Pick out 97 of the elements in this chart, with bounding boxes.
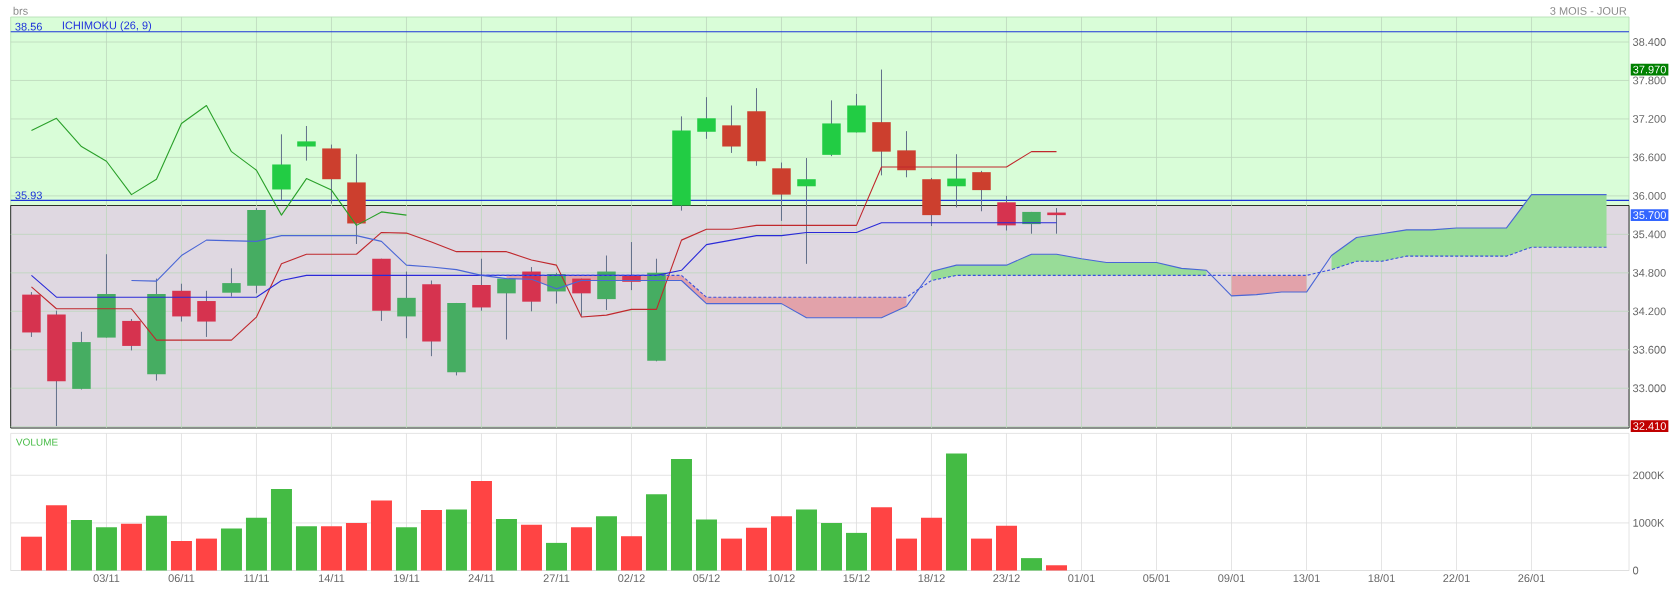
candlestick [897, 130, 916, 178]
candlestick [472, 258, 491, 312]
annotation: 37.970 [1633, 65, 1666, 74]
bar [220, 528, 242, 571]
bar [520, 524, 542, 571]
candlestick [697, 96, 716, 140]
bar [895, 538, 917, 571]
x-tick-label: 22/01 [1443, 574, 1470, 583]
bar [395, 527, 417, 571]
x-tick-label: 01/01 [1068, 574, 1095, 583]
y-tick-label: 33.000 [1632, 384, 1666, 393]
x-tick-label: 05/12 [693, 574, 720, 583]
x-tick-label: 14/11 [318, 574, 345, 583]
bar [45, 505, 67, 571]
x-tick-label: 26/01 [1518, 574, 1545, 583]
bar [745, 527, 767, 571]
bar [470, 481, 492, 571]
bar [820, 522, 842, 571]
x-tick-label: 02/12 [618, 574, 645, 583]
chart-title: brs [13, 6, 28, 15]
x-tick-label: 06/11 [168, 574, 195, 583]
candlestick [722, 104, 741, 154]
bar [996, 525, 1017, 571]
x-tick-label: 18/01 [1368, 574, 1395, 583]
bar [445, 509, 467, 571]
x-tick-label: 11/11 [244, 574, 269, 583]
bar [720, 538, 742, 571]
y-tick-label: 0 [1632, 566, 1639, 575]
y-tick-label: 34.200 [1632, 307, 1666, 316]
bar [570, 527, 592, 571]
y-tick-label: 2000K [1633, 471, 1665, 480]
x-tick-label: 03/11 [93, 574, 120, 583]
bar [595, 516, 617, 571]
bar [170, 540, 192, 571]
y-tick-label: 35.400 [1632, 230, 1666, 239]
x-tick-label: 18/12 [918, 574, 945, 583]
bar [1021, 558, 1042, 571]
bar [420, 510, 442, 571]
bar [770, 516, 792, 571]
bar [295, 526, 317, 571]
chart-title: VOLUME [15, 438, 58, 446]
x-tick-label: 09/01 [1218, 574, 1245, 583]
ref-line-label: 35.93 [15, 191, 42, 200]
x-tick-label: 10/12 [768, 574, 795, 583]
x-tick-label: 13/01 [1293, 574, 1320, 583]
bar [145, 515, 167, 571]
annotation: 35.700 [1633, 211, 1666, 220]
candlestick [497, 278, 516, 341]
y-tick-label: 34.800 [1632, 268, 1666, 277]
bar [320, 526, 342, 571]
y-tick-label: 36.000 [1632, 191, 1666, 200]
bar [495, 519, 517, 571]
bar [945, 453, 967, 571]
y-tick-label: 37.200 [1632, 115, 1666, 123]
y-tick-label: 33.600 [1632, 345, 1666, 354]
candlestick [997, 195, 1016, 232]
bar [845, 532, 867, 571]
bar [971, 538, 992, 571]
bar [870, 507, 892, 571]
candlestick [197, 290, 216, 338]
y-tick-label: 37.800 [1632, 76, 1666, 85]
bar [920, 517, 942, 571]
x-tick-label: 24/11 [468, 574, 495, 583]
bar [245, 517, 267, 571]
candlestick [972, 170, 991, 212]
chart-subtitle: 3 MOIS - JOUR [1550, 7, 1627, 15]
y-tick-label: 36.600 [1632, 153, 1666, 162]
x-tick-label: 23/12 [993, 574, 1020, 583]
annotation: 32.410 [1633, 422, 1666, 430]
ref-line-label: 38.56 [15, 22, 42, 31]
bar [670, 459, 692, 571]
annotation: ICHIMOKU (26, 9) [62, 21, 152, 32]
bar [195, 538, 217, 571]
candlestick [397, 271, 416, 339]
bar [1046, 565, 1067, 571]
bar [120, 523, 142, 571]
bar [270, 489, 292, 571]
x-tick-label: 19/11 [393, 574, 420, 583]
bar [345, 522, 367, 571]
candlestick [797, 157, 816, 265]
candlestick [297, 125, 316, 162]
bar [645, 494, 667, 571]
candlestick [222, 267, 241, 298]
bar [795, 509, 817, 571]
x-tick-label: 05/01 [1143, 574, 1170, 583]
y-tick-label: 1000K [1633, 518, 1665, 527]
bar [545, 542, 567, 571]
bar [20, 536, 42, 571]
x-tick-label: 27/11 [543, 574, 570, 583]
x-tick-label: 15/12 [843, 574, 870, 583]
bar [95, 527, 117, 571]
bar [370, 500, 392, 571]
candlestick [947, 153, 966, 208]
y-tick-label: 38.400 [1632, 38, 1666, 46]
bar [695, 519, 717, 571]
bar [70, 520, 92, 571]
bar [620, 536, 642, 571]
